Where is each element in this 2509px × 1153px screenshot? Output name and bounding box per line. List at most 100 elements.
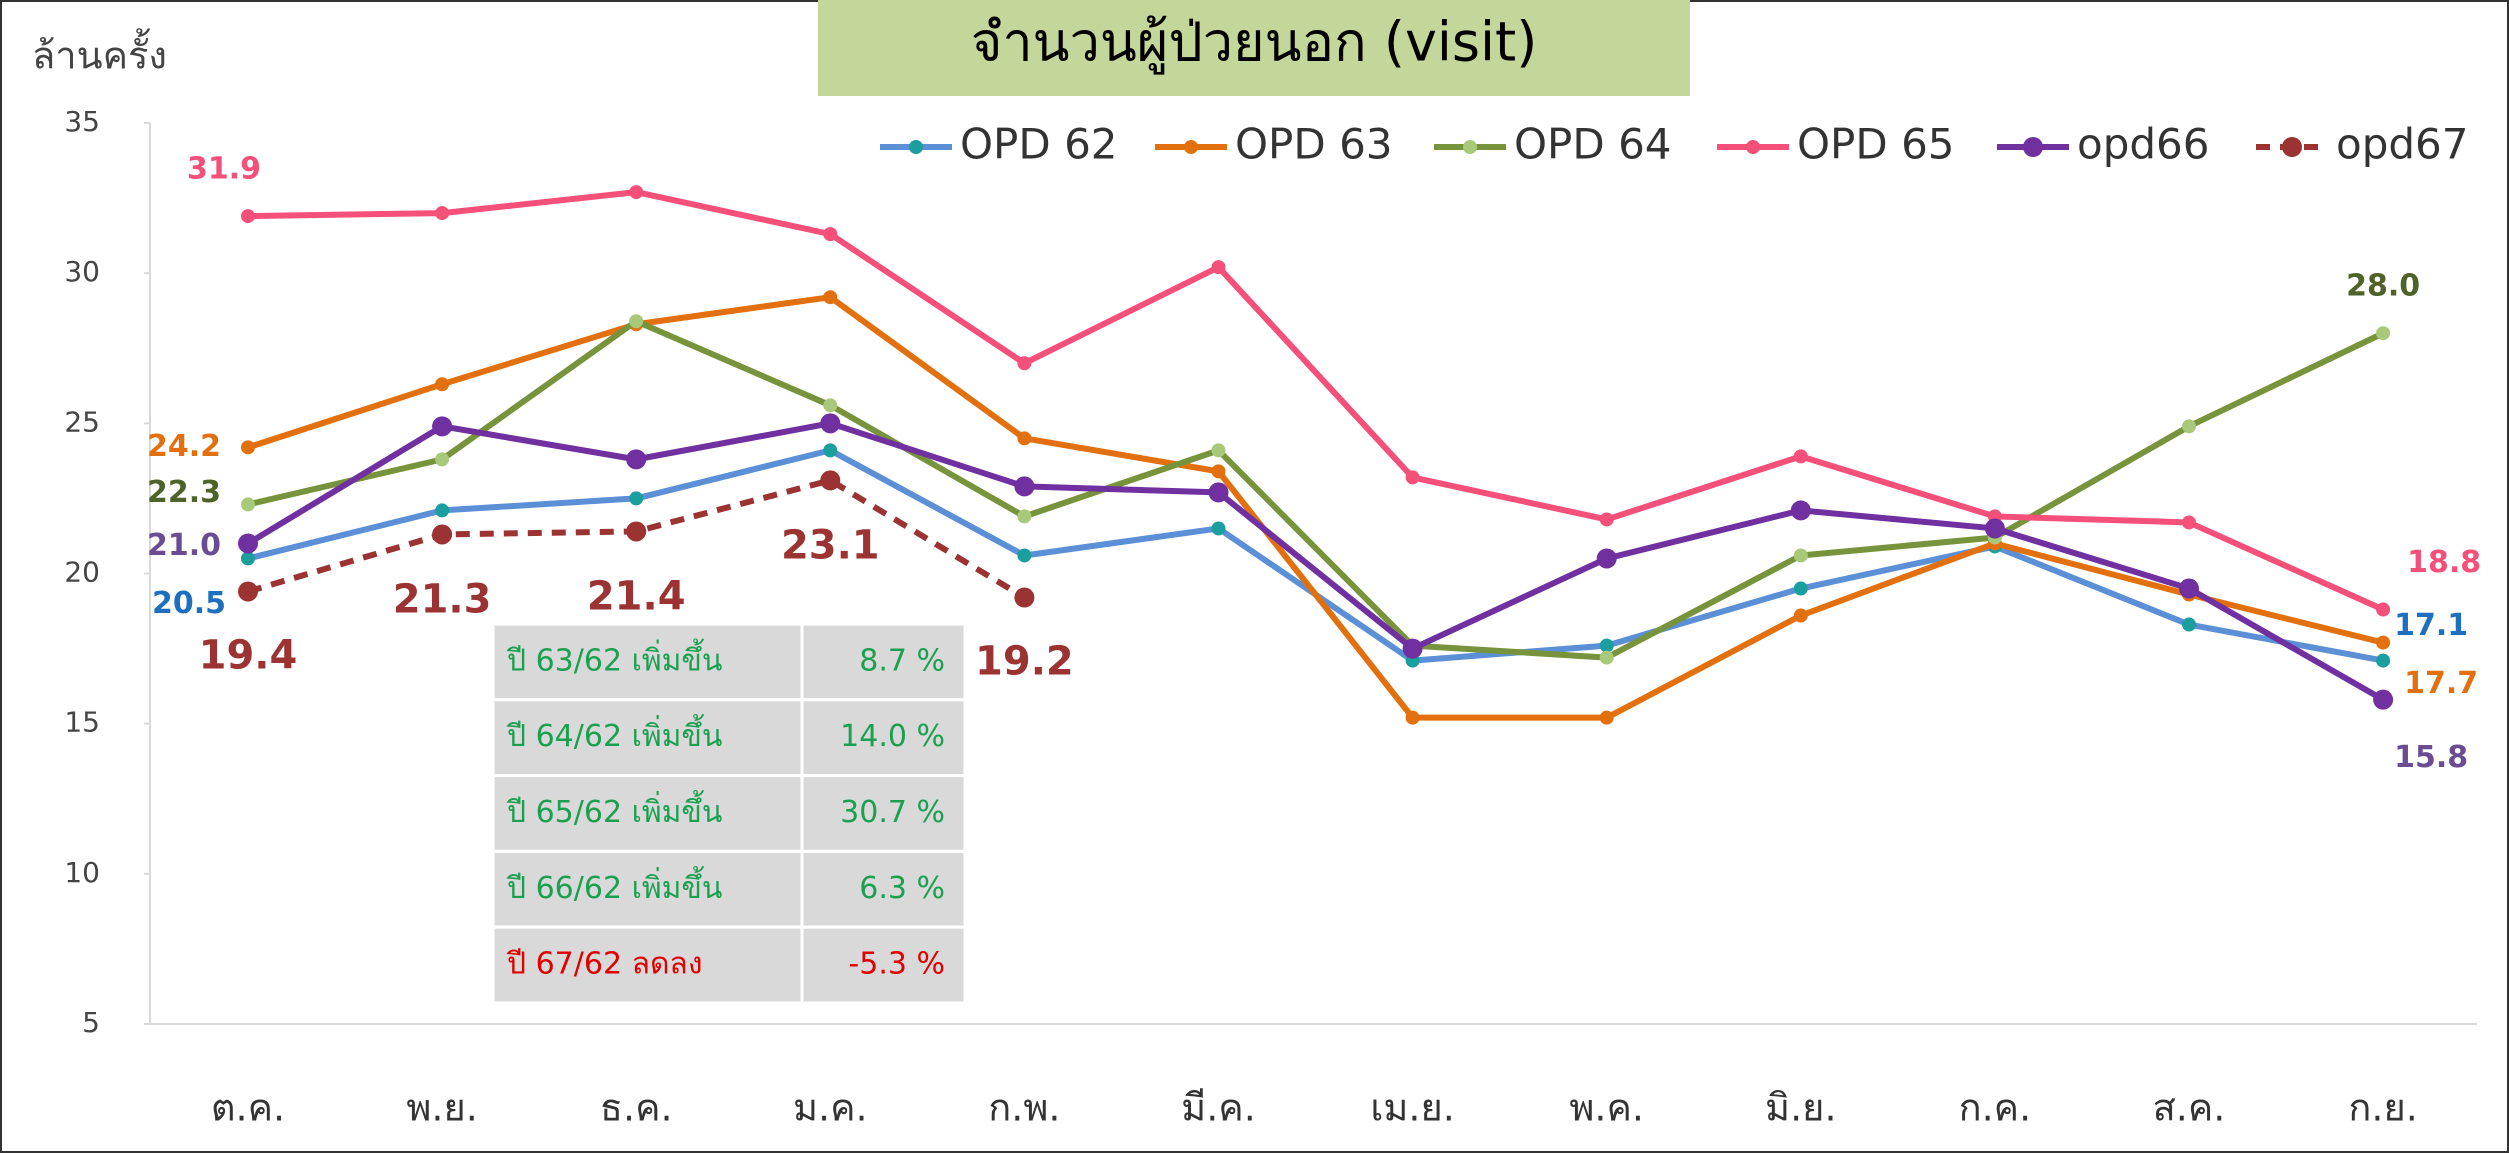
point <box>1402 638 1423 659</box>
point <box>1017 356 1032 371</box>
data-label: 21.4 <box>587 573 686 619</box>
point <box>435 377 450 392</box>
x-tick-label: ม.ค. <box>793 1086 868 1130</box>
point <box>1596 548 1617 569</box>
x-tick-label: ธ.ค. <box>600 1086 673 1130</box>
y-tick-label: 20 <box>64 556 100 589</box>
point <box>1017 548 1032 563</box>
point <box>2179 578 2199 599</box>
table-text: ปี 65/62 เพิ่มขึ้น <box>506 790 722 830</box>
legend-label: OPD 63 <box>1235 120 1393 169</box>
x-tick-label: ก.พ. <box>988 1086 1060 1130</box>
table-text: -5.3 % <box>848 947 945 982</box>
data-label: 31.9 <box>187 152 261 187</box>
point <box>435 503 450 518</box>
title-box <box>818 0 1690 96</box>
table-text: ปี 64/62 เพิ่มขึ้น <box>506 714 722 754</box>
data-label: 17.7 <box>2404 666 2478 701</box>
table-cell <box>491 925 804 1005</box>
point <box>1599 710 1614 725</box>
point <box>2182 419 2196 434</box>
legend-marker <box>1463 140 1477 154</box>
point <box>1211 521 1226 536</box>
point <box>241 440 255 455</box>
point <box>823 443 838 458</box>
point <box>1790 500 1811 521</box>
point <box>1793 548 1808 563</box>
point <box>823 290 838 305</box>
point <box>435 206 450 221</box>
point <box>823 227 838 242</box>
data-label: 20.5 <box>152 586 226 621</box>
legend-marker <box>2023 137 2043 157</box>
legend-label: OPD 65 <box>1797 120 1955 169</box>
y-tick-label: 10 <box>64 856 100 889</box>
chart-title: จำนวนผู้ป่วยนอก (visit) <box>971 11 1538 75</box>
x-tick-label: เม.ย. <box>1370 1086 1454 1130</box>
table-text: 6.3 % <box>859 871 945 906</box>
point <box>1793 608 1808 623</box>
table-cell <box>800 774 967 853</box>
data-label: 19.2 <box>975 639 1074 685</box>
point <box>432 524 453 545</box>
point <box>241 209 255 224</box>
point <box>1014 476 1035 497</box>
legend-marker <box>1184 140 1198 154</box>
point <box>626 521 647 542</box>
legend-marker <box>1746 140 1760 154</box>
y-tick-label: 15 <box>64 706 100 739</box>
y-tick-label: 25 <box>64 405 100 438</box>
point <box>1211 464 1226 479</box>
point <box>1599 650 1614 665</box>
legend-marker <box>2282 137 2302 157</box>
table-cell <box>491 698 804 778</box>
series-line <box>247 294 2384 721</box>
point <box>241 551 255 566</box>
point <box>238 581 258 602</box>
point <box>1211 260 1226 275</box>
data-label: 19.4 <box>199 633 298 679</box>
point <box>1984 518 2005 539</box>
series-line <box>246 420 2385 703</box>
x-tick-label: พ.ค. <box>1569 1086 1644 1130</box>
data-label: 24.2 <box>147 429 221 464</box>
point <box>1211 443 1226 458</box>
data-label: 21.0 <box>147 528 221 563</box>
x-tick-label: ก.ย. <box>2348 1086 2417 1130</box>
point <box>2376 326 2391 341</box>
x-tick-label: ต.ค. <box>211 1086 285 1130</box>
y-tick-label: 30 <box>64 255 100 288</box>
table-cell <box>800 849 967 929</box>
point <box>1017 509 1032 524</box>
table-text: 30.7 % <box>840 795 945 830</box>
point <box>1017 431 1032 446</box>
point <box>2376 653 2391 668</box>
data-label: 18.8 <box>2407 545 2481 580</box>
point <box>435 452 450 467</box>
legend-label: opd67 <box>2336 120 2468 169</box>
point <box>626 449 647 470</box>
point <box>241 497 255 512</box>
table-text: ปี 63/62 เพิ่มขึ้น <box>506 638 722 678</box>
point <box>1405 470 1420 485</box>
point <box>1599 638 1614 653</box>
x-tick-label: ก.ค. <box>1959 1086 2032 1130</box>
point <box>820 470 841 491</box>
point <box>1405 710 1420 725</box>
y-tick-label: 5 <box>82 1006 100 1039</box>
point <box>629 491 644 506</box>
table-cell <box>491 622 804 702</box>
table-text: ปี 66/62 เพิ่มขึ้น <box>506 866 722 906</box>
series-line <box>247 189 2385 613</box>
point <box>820 413 841 434</box>
table-text: 8.7 % <box>859 643 945 678</box>
point <box>1793 449 1808 464</box>
data-label: 23.1 <box>781 522 880 568</box>
data-label: 15.8 <box>2394 740 2468 775</box>
data-label: 21.3 <box>393 576 492 622</box>
legend-label: OPD 64 <box>1514 120 1672 169</box>
table-text: ปี 67/62 ลดลง <box>506 947 702 982</box>
point <box>1793 581 1808 596</box>
